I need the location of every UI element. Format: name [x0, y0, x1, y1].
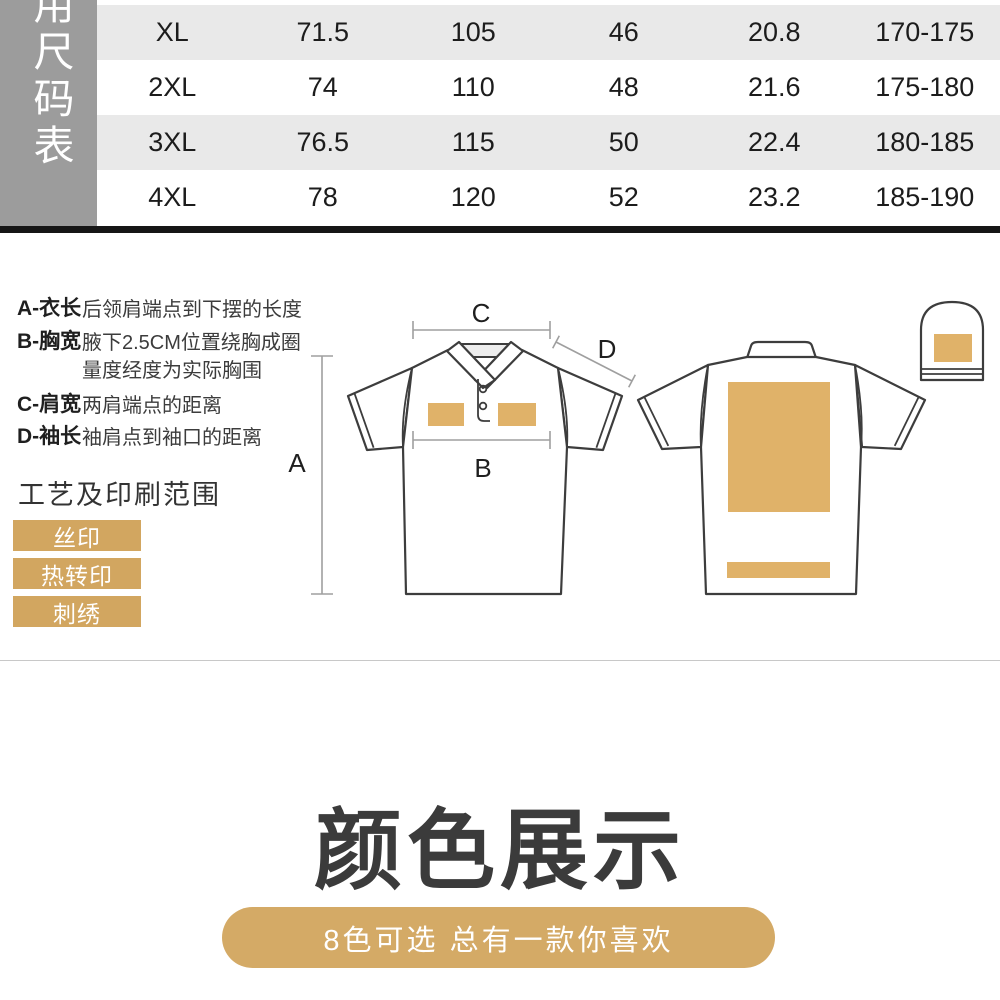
back-hem-print-area: [727, 562, 830, 578]
measure-label-a: A-衣长: [17, 297, 82, 320]
measure-label-c: C-肩宽: [17, 393, 82, 416]
size-chart-sidebar: 用尺码表: [0, 0, 97, 227]
back-collar: [745, 340, 818, 360]
dim-label-b: B: [474, 453, 491, 483]
size-table-row: 3XL 76.5 115 50 22.4 180-185: [97, 115, 1000, 170]
front-shirt-diagram: [346, 340, 624, 596]
process-section-title: 工艺及印刷范围: [18, 480, 221, 510]
section-separator: [0, 226, 1000, 233]
dim-label-c: C: [472, 298, 491, 328]
height-cell: 175-180: [875, 72, 975, 102]
size-chart-sidebar-label: 用尺码表: [27, 0, 73, 171]
back-right-cuff-band: [893, 396, 920, 447]
dim-label-d: D: [598, 334, 617, 364]
front-left-cuff-band: [353, 393, 375, 448]
length-cell: 76.5: [296, 127, 350, 157]
height-cell: 180-185: [875, 127, 975, 157]
size-table-row: XL 71.5 105 46 20.8 170-175: [97, 5, 1000, 60]
bust-cell: 120: [450, 182, 496, 212]
color-count-banner: 8色可选 总有一款你喜欢: [222, 907, 775, 968]
process-tag-silkscreen: 丝印: [13, 520, 141, 551]
measure-desc-d: 袖肩点到袖口的距离: [82, 427, 262, 449]
length-cell: 78: [307, 182, 338, 212]
back-print-area: [728, 382, 830, 512]
size-cell: 2XL: [148, 72, 197, 102]
measure-label-b: B-胸宽: [17, 330, 82, 353]
front-left-armhole: [401, 367, 413, 448]
shoulder-cell: 48: [608, 72, 639, 102]
sleeve-cell: 21.6: [747, 72, 801, 102]
process-tag-embroidery: 刺绣: [13, 596, 141, 627]
measure-desc-a: 后领肩端点到下摆的长度: [82, 299, 302, 321]
front-placket: [477, 379, 490, 422]
size-cell: 4XL: [148, 182, 197, 212]
bust-cell: 115: [451, 127, 495, 157]
height-cell: 170-175: [875, 17, 975, 47]
back-left-armhole: [699, 364, 709, 448]
section-divider: [0, 660, 1000, 661]
front-left-chest-print-area: [428, 403, 464, 426]
height-cell: 185-190: [875, 182, 975, 212]
shoulder-cell: 46: [608, 17, 639, 47]
sleeve-print-area: [934, 334, 972, 362]
measure-desc-c: 两肩端点的距离: [82, 395, 222, 417]
bust-cell: 105: [450, 17, 496, 47]
back-left-cuff-band: [643, 396, 670, 447]
placket-button: [478, 384, 488, 394]
dimension-lines: C D A B: [288, 298, 637, 595]
placket-button: [478, 401, 488, 411]
dim-tick: [627, 374, 637, 388]
dim-label-a: A: [288, 448, 306, 478]
sleeve-detail-diagram: [919, 300, 985, 382]
dim-line-d: [555, 341, 633, 382]
size-table-row: 2XL 74 110 48 21.6 175-180: [97, 60, 1000, 115]
sleeve-cell: 22.4: [747, 127, 801, 157]
shoulder-cell: 50: [608, 127, 639, 157]
sleeve-cell: 23.2: [747, 182, 801, 212]
front-collar-left-lapel: [445, 340, 497, 390]
size-cell: 3XL: [148, 127, 197, 157]
shoulder-cell: 52: [608, 182, 639, 212]
length-cell: 74: [307, 72, 338, 102]
size-table-row: 4XL 78 120 52 23.2 185-190: [97, 170, 1000, 225]
dim-tick: [551, 335, 561, 349]
back-right-armhole: [854, 364, 863, 448]
front-right-chest-print-area: [498, 403, 536, 426]
process-tag-heat-transfer: 热转印: [13, 558, 141, 589]
length-cell: 71.5: [296, 17, 350, 47]
measure-desc-b: 腋下2.5CM位置绕胸成圈: [82, 332, 301, 354]
shirt-print-diagram: C D A B: [288, 298, 985, 596]
measure-desc-b2: 量度经度为实际胸围: [82, 360, 262, 382]
measure-label-d: D-袖长: [17, 425, 82, 448]
size-cell: XL: [155, 17, 189, 47]
color-section-title: 颜色展示: [313, 801, 686, 900]
bust-cell: 110: [451, 72, 495, 102]
back-shirt-diagram: [636, 340, 927, 596]
sleeve-cell: 20.8: [747, 17, 801, 47]
front-right-armhole: [557, 367, 569, 448]
front-right-cuff-band: [595, 393, 617, 448]
